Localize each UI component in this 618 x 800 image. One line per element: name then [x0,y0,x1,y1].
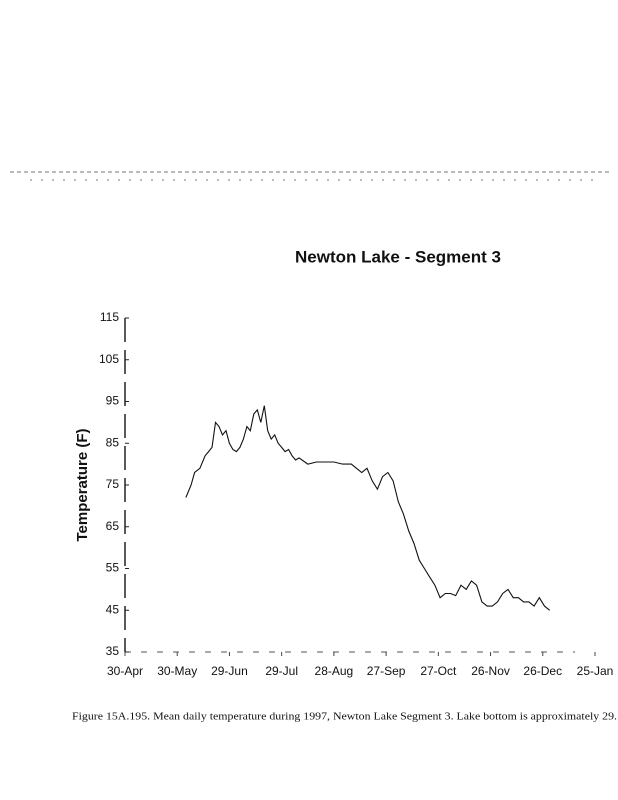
scan-noise [10,171,610,181]
chart-title: Newton Lake - Segment 3 [295,247,501,266]
x-tick-label: 26-Dec [523,664,562,678]
x-tick-label: 28-Aug [315,664,354,678]
y-tick-label: 35 [106,644,120,658]
x-tick-label: 27-Sep [367,664,406,678]
caption: Figure 15A.195. Mean daily temperature d… [72,711,617,722]
y-tick-label: 95 [106,394,120,408]
y-tick-label: 65 [106,519,120,533]
temperature-line [185,405,551,611]
x-tick-label: 26-Nov [471,664,510,678]
x-tick-label: 30-Apr [107,664,143,678]
y-tick-label: 75 [106,477,120,491]
y-tick-label: 55 [106,561,120,575]
y-tick-label: 115 [100,310,119,324]
y-axis-label: Temperature (F) [74,428,91,541]
x-tick-label: 29-Jul [265,664,298,678]
x-tick-label: 25-Jan [577,664,614,678]
y-tick-label: 85 [106,435,120,449]
y-tick-label: 105 [99,352,119,366]
x-tick-label: 29-Jun [211,664,248,678]
y-tick-label: 45 [106,602,120,616]
x-tick-label: 27-Oct [420,664,457,678]
x-tick-label: 30-May [157,664,197,678]
